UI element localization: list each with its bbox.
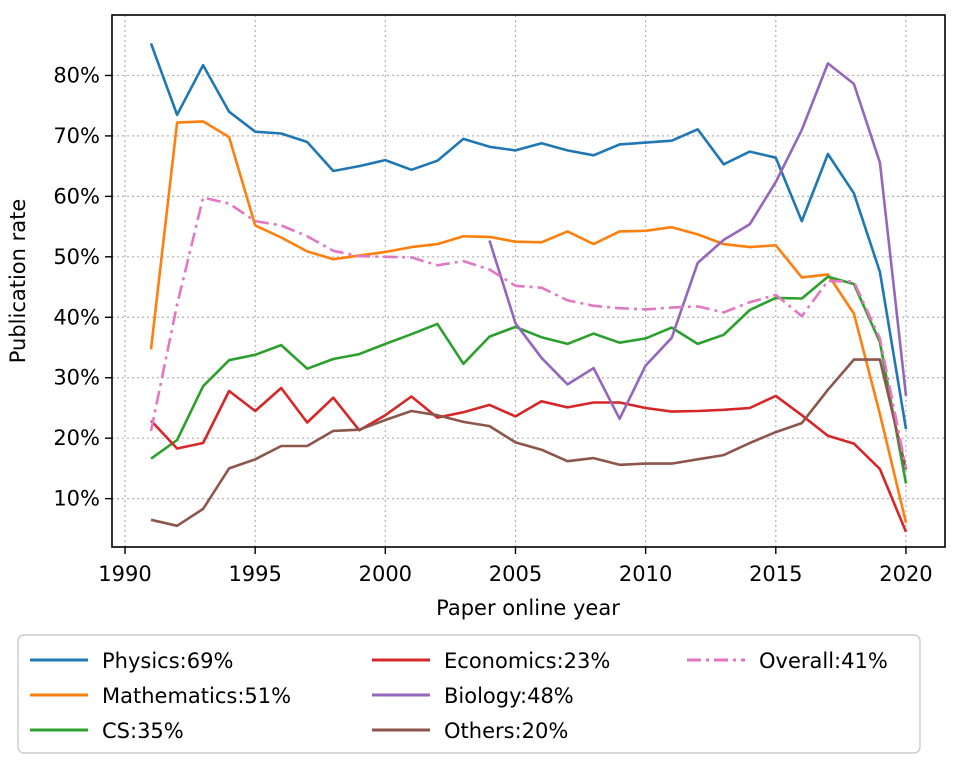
legend-label-6: Overall:41% [759, 649, 888, 673]
y-tick-label: 10% [53, 487, 100, 511]
legend-label-0: Physics:69% [102, 649, 233, 673]
series-line-1 [149, 120, 908, 524]
legend-label-3: Economics:23% [444, 649, 610, 673]
y-axis: 10% 20% 30% 40% 50% 60% 70% 80% [53, 63, 112, 511]
plot-frame [111, 14, 946, 548]
x-axis-title: Paper online year [436, 596, 620, 620]
y-tick-label: 30% [53, 366, 100, 390]
x-tick-label: 2000 [359, 562, 412, 586]
x-tick-label: 1995 [228, 562, 281, 586]
y-axis-title: Publication rate [6, 199, 30, 364]
legend-label-2: CS:35% [102, 719, 184, 743]
y-tick-label: 60% [53, 184, 100, 208]
series-line-5 [150, 358, 908, 528]
legend-label-1: Mathematics:51% [102, 684, 291, 708]
series-line-6 [149, 196, 908, 469]
x-tick-label: 2020 [879, 562, 932, 586]
series-line-3 [150, 386, 908, 533]
legend-frame [17, 634, 921, 754]
series-layer [149, 42, 908, 533]
y-tick-label: 50% [53, 245, 100, 269]
y-tick-label: 40% [53, 305, 100, 329]
series-line-2 [150, 275, 908, 484]
series-line-4 [488, 62, 908, 421]
y-tick-label: 70% [53, 124, 100, 148]
x-tick-label: 2005 [489, 562, 542, 586]
x-axis: 1990 1995 2000 2005 2010 2015 2020 [98, 547, 933, 586]
legend: Physics:69% Mathematics:51% CS:35% Economic… [17, 634, 921, 754]
x-tick-label: 2015 [749, 562, 802, 586]
y-tick-label: 80% [53, 63, 100, 87]
series-line-0 [149, 42, 908, 430]
legend-label-5: Others:20% [444, 719, 568, 743]
y-tick-label: 20% [53, 426, 100, 450]
x-tick-label: 1990 [98, 562, 151, 586]
x-tick-label: 2010 [619, 562, 672, 586]
legend-label-4: Biology:48% [444, 684, 574, 708]
grid [112, 15, 945, 547]
